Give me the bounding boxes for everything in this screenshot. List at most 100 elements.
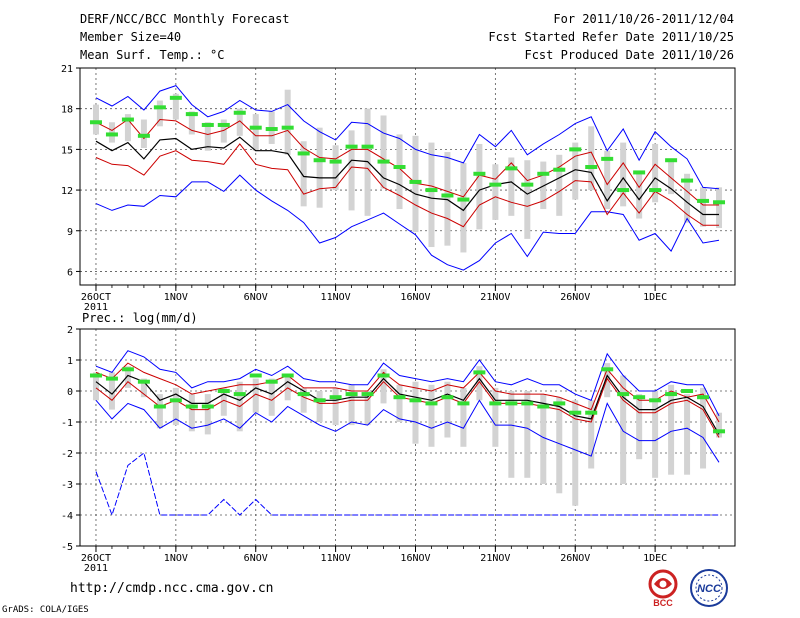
median-marker [185, 112, 198, 117]
y-tick-label: 2 [67, 325, 73, 336]
y-tick-label: 18 [61, 105, 73, 116]
y-tick-label: 9 [67, 227, 73, 238]
spread-box [124, 114, 131, 142]
series-p90 [95, 118, 719, 206]
x-tick-label: 1NOV [164, 553, 188, 564]
median-marker [473, 171, 486, 176]
median-marker [345, 144, 358, 149]
fcst-started-date: Fcst Started Refer Date 2011/10/25 [488, 30, 734, 44]
series-mean [95, 374, 720, 435]
median-marker [169, 95, 182, 100]
spread-box [508, 157, 515, 216]
median-marker [521, 182, 534, 187]
x-tick-label: 16NOV [400, 292, 430, 303]
median-marker [681, 389, 694, 393]
spread-box [668, 384, 675, 475]
median-marker [105, 376, 118, 381]
spread-box [156, 100, 163, 127]
series-p10 [95, 377, 720, 438]
median-marker [457, 197, 470, 202]
spread-box [172, 93, 179, 120]
spread-box [348, 130, 355, 211]
spread-box [556, 154, 563, 216]
spread-box [460, 162, 467, 253]
y-tick-label: 15 [61, 145, 73, 156]
median-marker [537, 404, 550, 409]
median-marker [121, 367, 134, 372]
spread-box [332, 387, 339, 426]
median-marker [601, 156, 614, 161]
spread-box [460, 387, 467, 447]
median-marker [313, 398, 326, 403]
median-marker [393, 395, 406, 400]
median-marker [361, 392, 374, 397]
median-marker [233, 392, 246, 397]
median-marker [713, 200, 726, 205]
spread-box [476, 366, 483, 401]
median-marker [153, 404, 166, 409]
y-tick-label: 1 [67, 356, 73, 367]
median-marker [329, 159, 342, 164]
spread-box [172, 387, 179, 426]
spread-box [348, 384, 355, 426]
median-marker [265, 127, 278, 132]
median-marker [89, 373, 102, 378]
spread-box [316, 391, 323, 422]
x-tick-label: 6NOV [244, 292, 268, 303]
median-marker [345, 392, 358, 397]
y-tick-label: -5 [61, 542, 73, 553]
spread-box [588, 400, 595, 469]
spread-box [524, 391, 531, 478]
title-line-2: Member Size=40 [80, 30, 182, 44]
x-tick-label: 21NOV [480, 553, 510, 564]
spread-box [156, 394, 163, 429]
spread-box [380, 115, 387, 189]
spread-box [716, 187, 723, 229]
forecast-period: For 2011/10/26-2011/12/04 [553, 12, 734, 26]
series-p10 [95, 143, 719, 228]
median-marker [201, 122, 214, 127]
spread-box [540, 394, 547, 484]
median-marker [377, 159, 390, 164]
spread-box [652, 391, 659, 478]
median-marker [153, 105, 166, 110]
spread-box [492, 387, 499, 447]
spread-box [684, 173, 691, 223]
x-year-label: 2011 [84, 302, 108, 313]
median-marker [441, 395, 454, 400]
spread-box [316, 127, 323, 208]
spread-box [636, 173, 643, 219]
median-marker [553, 401, 566, 406]
spread-box [428, 384, 435, 447]
series-mean [95, 136, 719, 216]
spread-box [700, 187, 707, 227]
median-marker [569, 410, 582, 415]
median-marker [537, 171, 550, 176]
spread-box [604, 150, 611, 210]
median-marker [137, 379, 150, 384]
median-marker [521, 401, 534, 406]
x-tick-label: 21NOV [480, 292, 510, 303]
spread-box [444, 152, 451, 246]
ncc-logo-text: NCC [697, 583, 722, 595]
series-min [95, 174, 720, 271]
median-marker [121, 117, 134, 122]
series-p90 [95, 362, 720, 423]
median-marker [505, 401, 518, 406]
spread-box [188, 394, 195, 432]
series-min [95, 399, 720, 463]
median-marker [569, 147, 582, 152]
median-marker [665, 158, 678, 163]
grads-credit: GrADS: COLA/IGES [2, 605, 89, 615]
median-marker [425, 401, 438, 406]
median-marker [249, 125, 262, 130]
spread-box [668, 160, 675, 195]
series-max [95, 85, 720, 190]
title-line-1: DERF/NCC/BCC Monthly Forecast [80, 12, 290, 26]
panel-2: -5 -4 -3 -2 -1 0 1 2 26OCT 1NOV 6NOV 11NOV 16NOV 21NO… [61, 325, 736, 574]
spread-box [332, 145, 339, 191]
source-url[interactable]: http://cmdp.ncc.cma.gov.cn [70, 581, 274, 596]
fcst-produced-date: Fcst Produced Date 2011/10/26 [524, 48, 734, 62]
spread-box [92, 104, 99, 135]
